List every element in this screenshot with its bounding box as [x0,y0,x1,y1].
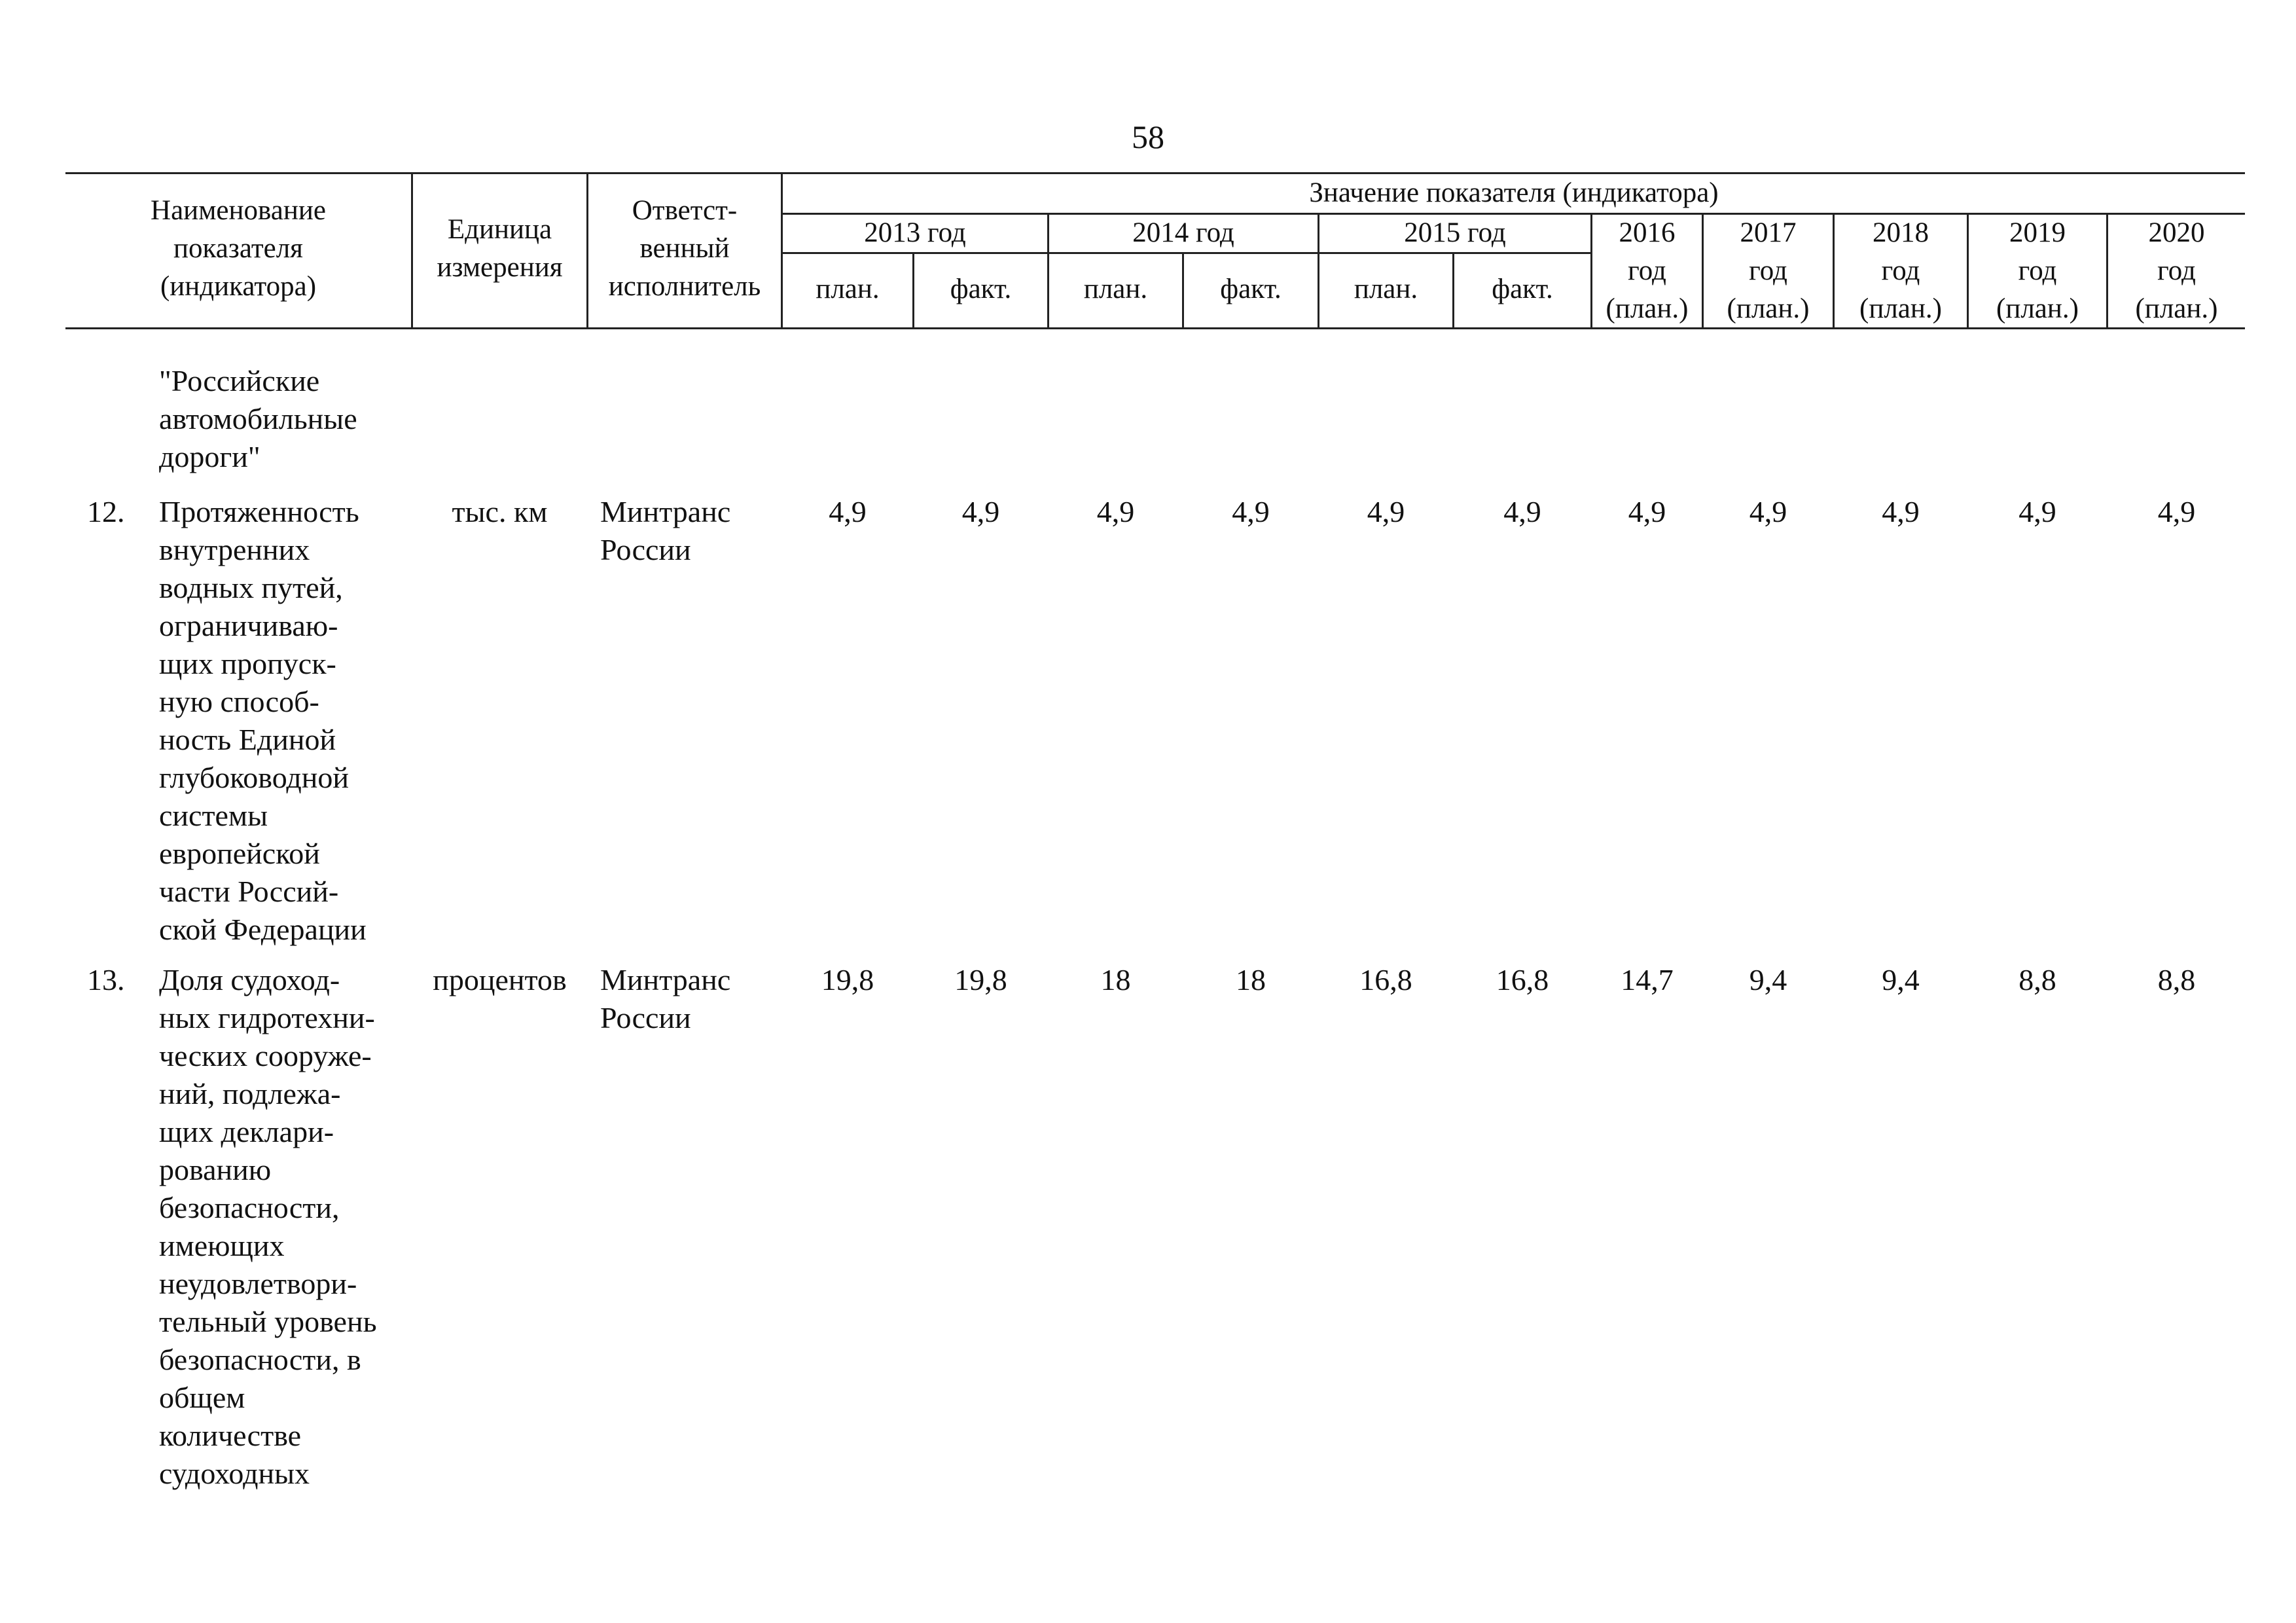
value-2013-plan: 19,8 [821,963,874,996]
col-divider [2106,213,2108,329]
value-2014-plan: 18 [1100,963,1131,996]
col-divider [1702,213,1704,329]
header-year-2017: 2017 год (план.) [1727,217,1810,324]
header-year-2020: 2020 год (план.) [2135,217,2218,324]
col-divider [1047,213,1049,329]
value-2013-plan: 4,9 [829,495,867,528]
col-divider [781,172,783,329]
value-2019-plan: 4,9 [2018,495,2056,528]
header-year-2014: 2014 год [1132,217,1234,248]
row-unit: тыс. км [452,495,548,528]
row-name: Протяженность внутренних водных путей, огра… [159,495,367,946]
header-fact: факт. [1492,274,1553,304]
col-divider [1833,213,1835,329]
row-executor: Минтранс России [600,963,731,1034]
row-number: 12. [87,495,125,528]
value-2013-fact: 4,9 [961,495,1000,528]
row-name: Доля судоход-ных гидротехни-ческих соору… [159,963,377,1490]
value-2018-plan: 4,9 [1882,495,1920,528]
col-divider [912,252,914,329]
continuation-text: "Российские автомобильные дороги" [159,364,357,473]
value-2017-plan: 4,9 [1749,495,1787,528]
header-year-2015: 2015 год [1404,217,1506,248]
header-plan: план. [816,274,880,304]
col-divider [586,172,588,329]
header-executor: Ответст- венный исполнитель [608,195,761,302]
header-value-group: Значение показателя (индикатора) [1309,177,1719,208]
plan-fact-rule [781,252,1590,254]
year-group-rule [781,213,2245,215]
value-2016-plan: 4,9 [1628,495,1666,528]
value-2016-plan: 14,7 [1621,963,1674,996]
table-top-rule [65,172,2245,174]
header-unit: Единица измерения [437,214,563,283]
value-2017-plan: 9,4 [1749,963,1787,996]
row-executor: Минтранс России [600,495,731,566]
header-year-2013: 2013 год [864,217,966,248]
value-2014-fact: 4,9 [1232,495,1270,528]
header-year-2016: 2016 год (план.) [1605,217,1689,324]
col-divider [1182,252,1184,329]
value-2020-plan: 4,9 [2157,495,2196,528]
table-header-bottom-rule [65,327,2245,329]
col-divider [1967,213,1969,329]
page-number: 58 [1132,119,1164,155]
col-divider [1318,213,1319,329]
value-2013-fact: 19,8 [954,963,1007,996]
header-fact: факт. [950,274,1012,304]
col-divider [1452,252,1454,329]
header-name: Наименование показателя (индикатора) [151,195,326,302]
header-plan: план. [1083,274,1148,304]
header-year-2018: 2018 год (план.) [1859,217,1942,324]
col-divider [411,172,413,329]
row-unit: процентов [433,963,567,996]
value-2015-fact: 4,9 [1503,495,1541,528]
value-2015-fact: 16,8 [1496,963,1549,996]
row-number: 13. [87,963,125,996]
value-2020-plan: 8,8 [2157,963,2196,996]
value-2015-plan: 4,9 [1367,495,1405,528]
col-divider [1590,213,1592,329]
header-year-2019: 2019 год (план.) [1996,217,2079,324]
value-2015-plan: 16,8 [1359,963,1412,996]
header-plan: план. [1354,274,1418,304]
value-2014-plan: 4,9 [1096,495,1135,528]
value-2019-plan: 8,8 [2018,963,2056,996]
header-fact: факт. [1220,274,1282,304]
value-2018-plan: 9,4 [1882,963,1920,996]
value-2014-fact: 18 [1236,963,1266,996]
